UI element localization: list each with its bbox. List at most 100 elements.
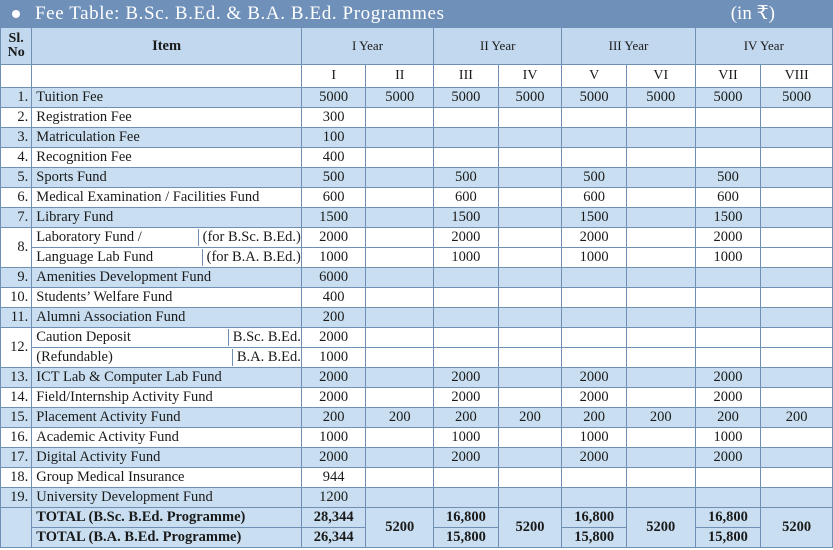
fee-value: 5000 bbox=[760, 87, 833, 108]
item-label: (Refundable) bbox=[33, 349, 233, 366]
semester-header: VI bbox=[625, 64, 696, 88]
fee-value bbox=[365, 187, 435, 208]
row-number: 12. bbox=[0, 327, 33, 368]
fee-value bbox=[760, 487, 833, 508]
row-number: 3. bbox=[0, 127, 33, 148]
fee-value bbox=[625, 487, 696, 508]
table-row: 12. Caution Deposit B.Sc. B.Ed. 2000 bbox=[0, 327, 833, 368]
fee-value bbox=[760, 367, 833, 388]
fee-value bbox=[561, 307, 627, 328]
fee-value bbox=[694, 327, 762, 348]
fee-value bbox=[625, 267, 696, 288]
fee-value: 2000 bbox=[694, 387, 762, 408]
item-qualifier: B.Sc. B.Ed. bbox=[232, 329, 301, 345]
table-row: 17. Digital Activity Fund 2000 2000 2000 2000 bbox=[0, 447, 833, 468]
fee-value: 1000 bbox=[561, 427, 627, 448]
table-title-banner: Fee Table: B.Sc. B.Ed. & B.A. B.Ed. Prog… bbox=[0, 0, 833, 27]
fee-value bbox=[497, 367, 563, 388]
fee-value: 2000 bbox=[433, 387, 499, 408]
fee-value: 1000 bbox=[694, 427, 762, 448]
fee-value: 200 bbox=[561, 407, 627, 428]
item-label: Medical Examination / Facilities Fund bbox=[31, 187, 302, 208]
table-row: 13. ICT Lab & Computer Lab Fund 2000 2000 20… bbox=[0, 367, 833, 388]
item-label: Language Lab Fund bbox=[33, 249, 203, 266]
total-value: 15,800 bbox=[561, 527, 627, 548]
fee-value bbox=[625, 287, 696, 308]
fee-value: 1500 bbox=[694, 207, 762, 228]
row-number: 19. bbox=[0, 487, 33, 508]
fee-value bbox=[497, 207, 563, 228]
fee-value bbox=[497, 467, 563, 488]
fee-value bbox=[433, 327, 499, 348]
total-value: 16,800 bbox=[433, 507, 499, 528]
fee-value: 5000 bbox=[497, 87, 563, 108]
table-row: (Refundable) B.A. B.Ed. 1000 bbox=[1, 347, 833, 368]
table-row: 1. Tuition Fee 5000 5000 5000 5000 5000 5000 500… bbox=[0, 87, 833, 108]
item-cell: Caution Deposit B.Sc. B.Ed. bbox=[31, 327, 302, 348]
fee-value bbox=[625, 427, 696, 448]
fee-value: 200 bbox=[694, 407, 762, 428]
total-value: 5200 bbox=[760, 507, 833, 548]
fee-value: 2000 bbox=[561, 367, 627, 388]
fee-value bbox=[433, 147, 499, 168]
table-row: 16. Academic Activity Fund 1000 1000 1000 100… bbox=[0, 427, 833, 448]
fee-value bbox=[760, 267, 833, 288]
fee-value: 500 bbox=[694, 167, 762, 188]
item-label: Alumni Association Fund bbox=[31, 307, 302, 328]
row-number: 1. bbox=[0, 87, 33, 108]
item-label: ICT Lab & Computer Lab Fund bbox=[31, 367, 302, 388]
fee-value bbox=[497, 487, 563, 508]
fee-value: 400 bbox=[300, 287, 367, 308]
item-label: Digital Activity Fund bbox=[31, 447, 302, 468]
fee-value: 2000 bbox=[300, 227, 367, 248]
item-cell: (Refundable) B.A. B.Ed. bbox=[31, 347, 302, 368]
fee-value: 300 bbox=[300, 107, 367, 128]
fee-value: 2000 bbox=[561, 387, 627, 408]
table-row: 19. University Development Fund 1200 bbox=[0, 487, 833, 508]
blank-cell bbox=[31, 64, 302, 88]
table-row: 4. Recognition Fee 400 bbox=[0, 147, 833, 168]
fee-value: 1500 bbox=[300, 207, 367, 228]
item-label: Registration Fee bbox=[31, 107, 302, 128]
row-number: 4. bbox=[0, 147, 33, 168]
item-label: Recognition Fee bbox=[31, 147, 302, 168]
fee-value bbox=[433, 487, 499, 508]
fee-value bbox=[760, 447, 833, 468]
item-label: Sports Fund bbox=[31, 167, 302, 188]
fee-value: 600 bbox=[694, 187, 762, 208]
total-value: 5200 bbox=[497, 507, 563, 548]
fee-value bbox=[625, 127, 696, 148]
table-title: Fee Table: B.Sc. B.Ed. & B.A. B.Ed. Prog… bbox=[35, 3, 445, 24]
row-number bbox=[0, 507, 33, 548]
item-label: University Development Fund bbox=[31, 487, 302, 508]
fee-value: 200 bbox=[433, 407, 499, 428]
fee-value bbox=[497, 327, 563, 348]
total-value: 26,344 bbox=[300, 527, 367, 548]
fee-value bbox=[625, 207, 696, 228]
fee-value: 200 bbox=[365, 407, 435, 428]
row-number: 18. bbox=[0, 467, 33, 488]
fee-value: 500 bbox=[300, 167, 367, 188]
fee-value: 600 bbox=[300, 187, 367, 208]
bullet-icon bbox=[12, 10, 20, 18]
fee-table: Sl. No Item I Year II Year III Year IV Ye… bbox=[0, 27, 833, 548]
fee-value: 2000 bbox=[433, 367, 499, 388]
fee-value: 5000 bbox=[561, 87, 627, 108]
table-row: 5. Sports Fund 500 500 500 500 bbox=[0, 167, 833, 188]
fee-value bbox=[760, 347, 833, 368]
fee-value bbox=[365, 127, 435, 148]
fee-value bbox=[497, 387, 563, 408]
table-row: 14. Field/Internship Activity Fund 2000 200… bbox=[0, 387, 833, 408]
fee-value: 1200 bbox=[300, 487, 367, 508]
fee-value bbox=[497, 347, 563, 368]
fee-value bbox=[694, 307, 762, 328]
fee-value: 400 bbox=[300, 147, 367, 168]
table-row: 7. Library Fund 1500 1500 1500 1500 bbox=[0, 207, 833, 228]
total-row: TOTAL (B.Sc. B.Ed. Programme) 28,344 5200 1… bbox=[0, 507, 833, 548]
table-row: 2. Registration Fee 300 bbox=[0, 107, 833, 128]
row-number: 10. bbox=[0, 287, 33, 308]
fee-value bbox=[433, 107, 499, 128]
fee-value bbox=[365, 447, 435, 468]
fee-value: 5000 bbox=[300, 87, 367, 108]
fee-value bbox=[365, 287, 435, 308]
